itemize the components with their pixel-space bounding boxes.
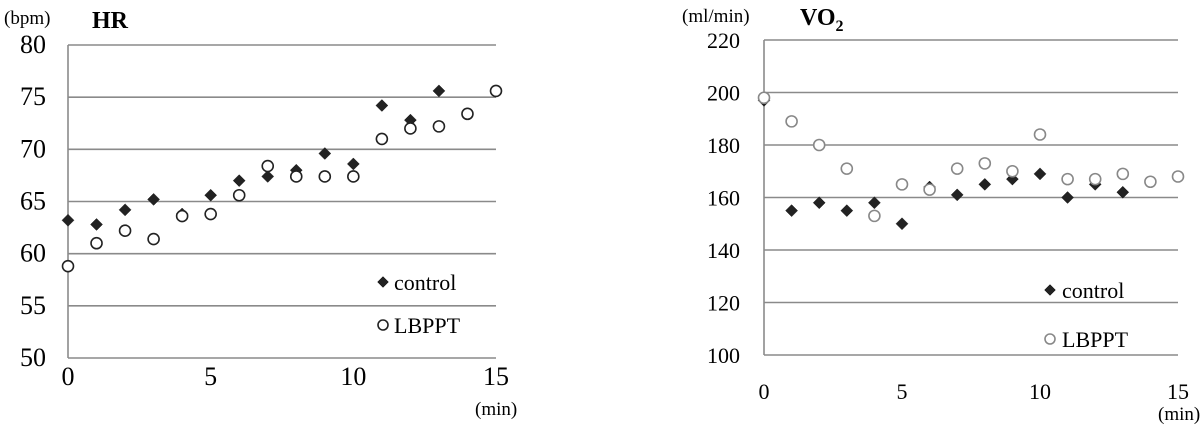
chart-vo2: 100 120 140 160 180 200 220 0 5 10 15 (ml/min) (min)… [682, 5, 1200, 425]
data-point-lbppt [461, 107, 474, 121]
data-point-control [868, 196, 881, 210]
y-tick-label: 50 [20, 343, 46, 372]
chart-hr: 50 55 60 65 70 75 80 0 5 10 15 (bpm) (min) HR control L… [4, 8, 517, 420]
y-tick-label: 80 [20, 30, 46, 59]
data-point-lbppt [868, 209, 881, 223]
data-point-lbppt [375, 132, 389, 146]
data-point-control [261, 170, 275, 183]
data-point-control [950, 188, 964, 202]
legend-label-lbppt: LBPPT [1062, 327, 1129, 352]
data-point-lbppt [289, 170, 303, 183]
data-point-lbppt [261, 159, 275, 173]
data-point-lbppt [404, 122, 417, 135]
data-point-control [785, 204, 798, 217]
legend-label-control: control [1062, 278, 1124, 303]
data-point-control [118, 203, 132, 217]
data-point-control [1116, 185, 1130, 199]
data-point-lbppt [118, 224, 132, 238]
data-point-control [1061, 191, 1074, 204]
data-point-lbppt [785, 115, 798, 128]
data-point-lbppt [347, 170, 360, 183]
x-unit-label: (min) [1158, 404, 1200, 425]
data-point-control [812, 196, 826, 210]
data-point-lbppt [204, 207, 217, 221]
x-tick-label: 10 [340, 362, 366, 391]
data-point-control [147, 193, 160, 206]
data-point-lbppt [840, 162, 854, 175]
y-unit-label: (bpm) [4, 8, 50, 29]
data-point-lbppt [1171, 170, 1185, 183]
data-point-lbppt [1116, 167, 1130, 181]
chart-title: VO2 [800, 5, 844, 35]
data-point-control [840, 204, 854, 217]
data-point-lbppt [950, 162, 964, 175]
y-tick-label: 55 [20, 291, 46, 320]
y-tick-label: 220 [707, 28, 740, 53]
data-point-control [90, 218, 103, 231]
data-point-lbppt [90, 236, 103, 250]
x-tick-label: 0 [62, 362, 75, 391]
x-tick-label: 0 [759, 379, 770, 404]
data-point-lbppt [812, 138, 826, 152]
data-point-lbppt [61, 259, 75, 273]
x-tick-label: 15 [1167, 379, 1189, 404]
data-point-control [375, 99, 389, 112]
y-tick-label: 70 [20, 134, 46, 163]
legend-marker-lbppt [1044, 333, 1056, 345]
data-point-lbppt [1088, 172, 1102, 186]
x-unit-label: (min) [475, 399, 517, 420]
y-tick-label: 140 [707, 238, 740, 263]
data-point-lbppt [432, 120, 446, 133]
y-tick-label: 200 [707, 81, 740, 106]
legend-label-control: control [394, 270, 456, 295]
data-point-lbppt [147, 232, 160, 246]
legend-marker-lbppt [377, 319, 389, 331]
data-point-control [895, 217, 909, 231]
series-lbppt [757, 91, 1185, 223]
data-point-lbppt [489, 84, 503, 98]
data-point-control [318, 147, 332, 160]
data-point-control [432, 84, 446, 98]
data-point-lbppt [978, 157, 992, 170]
data-point-lbppt [1006, 164, 1019, 178]
data-point-lbppt [1061, 172, 1074, 186]
data-point-lbppt [1144, 175, 1157, 189]
data-point-lbppt [895, 178, 909, 191]
data-point-lbppt [232, 188, 246, 202]
data-point-lbppt [175, 209, 189, 223]
legend-marker-control [377, 276, 389, 288]
data-point-control [346, 157, 360, 171]
legend-label-lbppt: LBPPT [394, 313, 461, 338]
legend-marker-control [1044, 284, 1056, 296]
data-point-lbppt [923, 183, 936, 196]
data-point-control [1033, 167, 1047, 181]
series-control [61, 84, 446, 231]
y-tick-label: 120 [707, 291, 740, 316]
y-tick-label: 180 [707, 133, 740, 158]
y-tick-label: 100 [707, 343, 740, 368]
series-control [757, 94, 1130, 231]
data-point-lbppt [318, 170, 332, 183]
y-tick-label: 65 [20, 187, 46, 216]
chart-title: HR [92, 8, 129, 34]
y-unit-label: (ml/min) [682, 6, 750, 27]
y-tick-label: 60 [20, 239, 46, 268]
data-point-lbppt [1033, 128, 1047, 141]
x-tick-label: 10 [1029, 379, 1051, 404]
y-tick-label: 75 [20, 82, 46, 111]
data-point-lbppt [757, 91, 771, 105]
data-point-control [204, 188, 218, 202]
y-tick-label: 160 [707, 186, 740, 211]
data-point-control [232, 174, 246, 187]
x-tick-label: 15 [483, 362, 509, 391]
data-point-control [61, 213, 75, 227]
data-point-control [978, 178, 992, 191]
x-tick-label: 5 [897, 379, 908, 404]
series-lbppt [61, 84, 503, 273]
x-tick-label: 5 [204, 362, 217, 391]
